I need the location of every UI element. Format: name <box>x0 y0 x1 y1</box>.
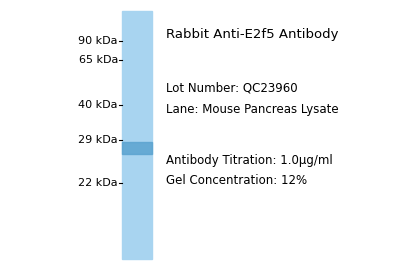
Text: 29 kDa: 29 kDa <box>78 135 118 145</box>
Text: 40 kDa: 40 kDa <box>78 100 118 111</box>
Text: Rabbit Anti-E2f5 Antibody: Rabbit Anti-E2f5 Antibody <box>166 28 338 41</box>
Text: Lane: Mouse Pancreas Lysate: Lane: Mouse Pancreas Lysate <box>166 103 339 116</box>
Bar <box>122 142 152 154</box>
Text: 90 kDa: 90 kDa <box>78 36 118 46</box>
Text: Gel Concentration: 12%: Gel Concentration: 12% <box>166 174 307 187</box>
Text: 22 kDa: 22 kDa <box>78 178 118 188</box>
Text: 65 kDa: 65 kDa <box>79 55 118 65</box>
Text: Lot Number: QC23960: Lot Number: QC23960 <box>166 82 298 95</box>
Bar <box>122 11 152 259</box>
Text: Antibody Titration: 1.0µg/ml: Antibody Titration: 1.0µg/ml <box>166 154 333 167</box>
